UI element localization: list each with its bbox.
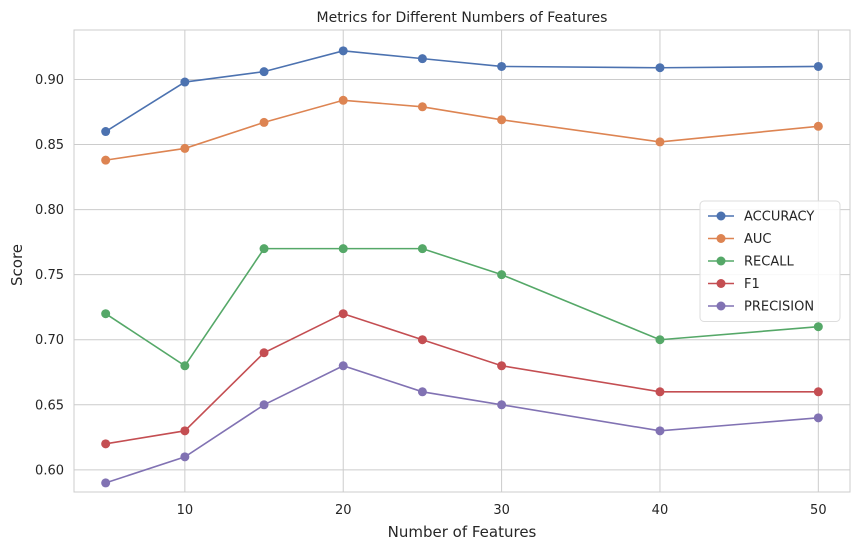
series-auc [101, 95, 823, 165]
legend-marker [716, 211, 726, 221]
data-point [180, 452, 190, 462]
data-point [655, 137, 665, 147]
y-tick-label: 0.75 [35, 268, 64, 283]
data-point [180, 361, 190, 371]
legend-marker [716, 256, 726, 266]
data-point [813, 413, 823, 423]
y-axis-title: Score [8, 244, 26, 286]
legend-item: F1 [708, 277, 760, 292]
y-tick-label: 0.65 [35, 398, 64, 413]
legend-label: PRECISION [744, 300, 814, 315]
data-point [259, 400, 269, 410]
data-point [417, 54, 427, 64]
series-recall [101, 244, 823, 371]
x-tick-label: 40 [652, 503, 669, 518]
data-point [417, 244, 427, 254]
data-point [259, 244, 269, 254]
data-point [813, 121, 823, 131]
data-point [497, 270, 507, 280]
legend-label: F1 [744, 277, 760, 292]
data-point [101, 478, 111, 488]
data-point [655, 387, 665, 397]
series-line [105, 50, 819, 133]
series-f1 [101, 309, 823, 449]
x-tick-label: 10 [177, 503, 194, 518]
y-axis-ticks: 0.60 0.65 0.70 0.75 0.80 0.85 0.90 [35, 73, 64, 478]
data-point [101, 439, 111, 449]
x-tick-label: 30 [493, 503, 510, 518]
legend-item: PRECISION [708, 300, 814, 315]
data-point [497, 115, 507, 125]
data-point [813, 322, 823, 332]
legend-label: ACCURACY [744, 210, 814, 225]
data-point [655, 63, 665, 73]
series-line [105, 312, 819, 445]
x-tick-label: 20 [335, 503, 352, 518]
data-point [813, 61, 823, 71]
series-layer [101, 46, 823, 488]
y-tick-label: 0.80 [35, 203, 64, 218]
chart-title: Metrics for Different Numbers of Feature… [317, 10, 608, 26]
data-point [417, 102, 427, 112]
y-tick-label: 0.90 [35, 73, 64, 88]
data-point [497, 61, 507, 71]
legend-marker [716, 279, 726, 288]
legend-marker [716, 234, 726, 243]
data-point [338, 309, 348, 319]
data-point [497, 400, 507, 410]
y-tick-label: 0.60 [35, 463, 64, 478]
x-tick-label: 50 [810, 503, 827, 518]
series-accuracy [101, 46, 823, 137]
y-tick-label: 0.70 [35, 333, 64, 348]
data-point [338, 46, 348, 56]
data-point [813, 387, 823, 397]
x-axis-ticks: 10 20 30 40 50 [177, 503, 827, 518]
series-line [105, 247, 819, 367]
legend-box [699, 200, 841, 322]
legend-item: AUC [708, 232, 772, 247]
data-point [655, 426, 665, 436]
data-point [655, 335, 665, 345]
legend-label: RECALL [744, 255, 794, 270]
legend-item: ACCURACY [708, 210, 814, 225]
data-point [338, 244, 348, 254]
series-line [105, 99, 819, 161]
data-point [180, 77, 190, 87]
legend-marker [716, 301, 726, 311]
legend-label: AUC [744, 232, 772, 247]
data-point [101, 155, 111, 165]
data-point [259, 67, 269, 77]
series-line [105, 364, 819, 484]
data-point [101, 127, 111, 137]
series-precision [101, 361, 823, 488]
data-point [259, 348, 269, 358]
data-point [180, 426, 190, 436]
legend: ACCURACY AUC RECALL F1 PRECISION [699, 200, 841, 322]
y-tick-label: 0.85 [35, 138, 64, 153]
data-point [338, 361, 348, 371]
data-point [338, 95, 348, 105]
plot-frame [73, 29, 851, 493]
data-point [180, 143, 190, 153]
data-point [497, 361, 507, 371]
data-point [417, 387, 427, 397]
data-point [259, 117, 269, 127]
legend-item: RECALL [708, 255, 794, 270]
data-point [417, 335, 427, 345]
x-axis-title: Number of Features [388, 523, 537, 541]
data-point [101, 309, 111, 319]
